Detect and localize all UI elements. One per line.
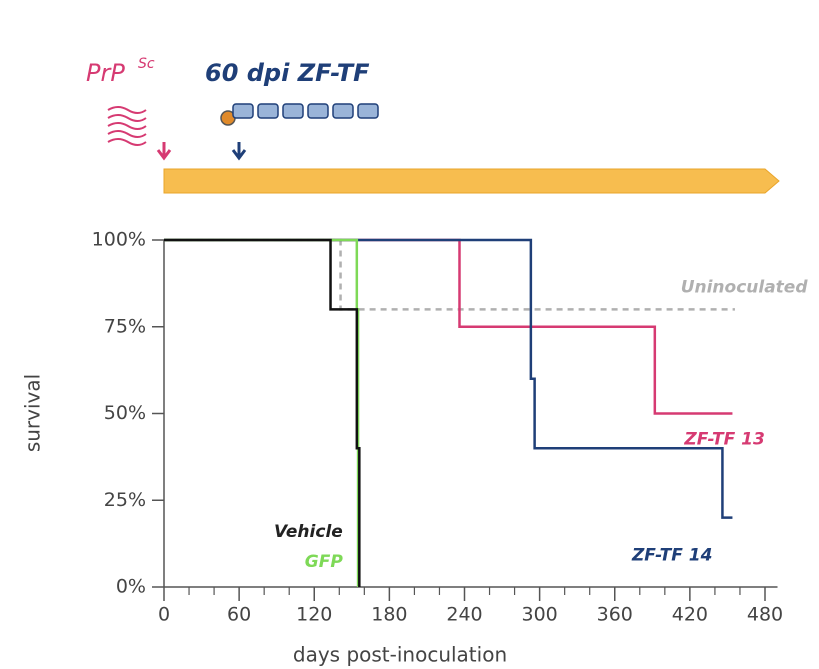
x-tick-label: 360 bbox=[597, 604, 633, 626]
virus-icons bbox=[220, 103, 379, 126]
x-tick-label: 180 bbox=[371, 604, 407, 626]
treatment-label: 60 dpi ZF-TF bbox=[205, 59, 370, 87]
prion-icon bbox=[107, 106, 147, 146]
x-tick-label: 300 bbox=[521, 604, 557, 626]
plot: 0% 25% 50% 75% 100% 0 60 120 180 240 300 360 420 480 U… bbox=[92, 229, 809, 626]
x-axis-label: days post-inoculation bbox=[293, 643, 507, 667]
y-tick-label: 75% bbox=[104, 315, 146, 337]
treatment-arrow bbox=[231, 142, 247, 161]
survival-line bbox=[164, 238, 361, 587]
survival-line bbox=[164, 238, 733, 415]
y-tick-label: 0% bbox=[116, 576, 146, 598]
survival-line bbox=[164, 238, 735, 311]
series-label: GFP bbox=[305, 552, 344, 572]
series-label: Vehicle bbox=[274, 522, 343, 542]
y-tick-label: 100% bbox=[92, 229, 146, 251]
x-tick-label: 60 bbox=[227, 604, 251, 626]
y-tick-label: 25% bbox=[104, 489, 146, 511]
x-tick-label: 240 bbox=[446, 604, 482, 626]
header: PrP Sc 60 dpi ZF-TF bbox=[86, 56, 780, 194]
x-tick-label: 0 bbox=[158, 604, 170, 626]
y-axis-label: survival bbox=[21, 374, 45, 452]
series-label: Uninoculated bbox=[681, 277, 809, 297]
y-tick-label: 50% bbox=[104, 402, 146, 424]
survival-line bbox=[164, 238, 733, 519]
series-label: ZF-TF 14 bbox=[631, 546, 712, 566]
series-label: ZF-TF 13 bbox=[683, 430, 764, 450]
agent-superscript: Sc bbox=[138, 56, 155, 72]
agent-label: PrP bbox=[86, 59, 125, 87]
x-tick-label: 420 bbox=[672, 604, 708, 626]
x-tick-label: 480 bbox=[747, 604, 783, 626]
inoculation-arrow bbox=[156, 142, 172, 161]
x-tick-label: 120 bbox=[296, 604, 332, 626]
timeline-arrow bbox=[163, 168, 780, 194]
